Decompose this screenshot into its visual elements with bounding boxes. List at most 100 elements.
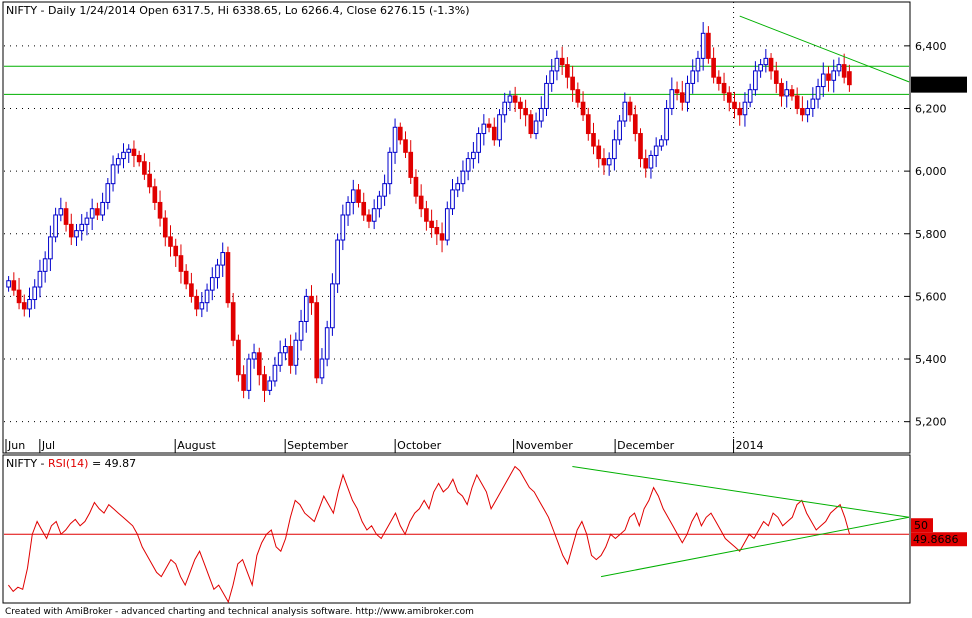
price-y-axis: 6,400 6,200 6,000 5,800 5,600 5,400 5,200 6,276… — [905, 40, 967, 429]
candle-body — [142, 161, 147, 175]
candle-body — [444, 208, 450, 241]
candle-body — [794, 95, 800, 109]
month-label: December — [617, 439, 675, 452]
candle-body — [121, 151, 126, 160]
rsi-value-box — [911, 532, 967, 547]
candle-body — [820, 73, 826, 88]
candle-body — [345, 201, 351, 216]
candle-body — [815, 86, 821, 100]
candle-body — [580, 101, 586, 116]
price-pane-frame — [2, 1, 911, 454]
price-tick-label: 6,000 — [915, 165, 947, 178]
candle-body — [220, 252, 226, 266]
candle-body — [335, 239, 340, 285]
price-trendline — [739, 15, 910, 83]
rsi-pane-frame — [2, 454, 911, 604]
candle-body — [68, 223, 74, 238]
candle-body — [79, 223, 85, 232]
candle-body — [303, 295, 309, 322]
rsi-value-label: 49.8686 — [913, 533, 959, 546]
candle-body — [330, 283, 335, 329]
candle-body — [225, 252, 231, 304]
candle-body — [298, 320, 304, 341]
candle-body — [434, 227, 440, 235]
candle-body — [753, 70, 758, 91]
candle-body — [810, 98, 816, 109]
candle-body — [664, 107, 669, 141]
candle-body — [601, 158, 607, 166]
candle-body — [465, 158, 471, 172]
candle-body — [538, 107, 544, 122]
candle-body — [283, 346, 288, 354]
candle-body — [204, 289, 210, 304]
candle-body — [565, 64, 570, 78]
candle-body — [763, 57, 769, 66]
candle-body — [382, 183, 387, 197]
candle-body — [826, 73, 831, 81]
candle-body — [476, 133, 481, 153]
candle-body — [340, 214, 346, 241]
candle-body — [168, 236, 173, 247]
rsi-50-box — [911, 518, 933, 533]
candle-body — [491, 126, 497, 141]
candle-body — [387, 151, 393, 185]
candlesticks — [6, 22, 852, 402]
rsi-trendline — [600, 516, 910, 578]
candle-body — [471, 151, 476, 160]
candle-body — [632, 114, 638, 135]
candle-body — [784, 89, 790, 97]
candle-body — [157, 201, 163, 219]
candle-body — [643, 158, 649, 169]
candle-body — [110, 164, 116, 185]
candle-body — [288, 346, 293, 366]
rsi-50-label: 50 — [914, 519, 928, 532]
candle-body — [377, 195, 382, 210]
candle-body — [267, 380, 273, 391]
candle-body — [659, 139, 664, 147]
candle-body — [773, 70, 779, 84]
candle-body — [685, 82, 690, 103]
candle-body — [648, 154, 654, 169]
candle-body — [105, 183, 111, 203]
candle-body — [32, 286, 38, 301]
month-label: Jul — [41, 439, 55, 452]
candle-body — [293, 339, 299, 366]
candle-body — [518, 101, 523, 109]
candle-body — [37, 270, 43, 288]
candle-body — [544, 82, 549, 109]
candle-body — [841, 64, 847, 78]
candle-body — [742, 101, 748, 116]
candle-body — [162, 217, 168, 238]
candle-body — [366, 214, 372, 222]
candle-body — [413, 176, 419, 197]
candle-body — [789, 89, 795, 97]
candle-body — [606, 158, 612, 166]
candle-body — [16, 289, 22, 304]
candle-body — [131, 148, 137, 156]
price-tick-label: 5,200 — [915, 416, 947, 429]
candle-body — [424, 208, 429, 222]
candle-body — [523, 107, 528, 116]
candle-body — [711, 57, 716, 78]
candle-body — [533, 120, 539, 135]
candle-body — [439, 233, 445, 241]
candle-body — [27, 299, 32, 310]
candle-body — [58, 208, 64, 216]
candle-body — [236, 339, 241, 376]
candle-body — [622, 101, 628, 122]
candle-body — [272, 364, 278, 382]
candle-body — [199, 302, 205, 310]
footer-credit: Created with AmiBroker - advanced charti… — [5, 607, 474, 617]
candle-body — [805, 107, 810, 116]
price-grid — [4, 2, 909, 453]
candle-body — [183, 270, 189, 285]
candle-body — [721, 82, 727, 94]
candle-body — [847, 71, 852, 86]
candle-body — [251, 352, 257, 360]
candle-body — [460, 170, 466, 185]
candle-body — [528, 114, 534, 135]
candle-body — [126, 148, 132, 153]
candle-body — [314, 302, 320, 379]
